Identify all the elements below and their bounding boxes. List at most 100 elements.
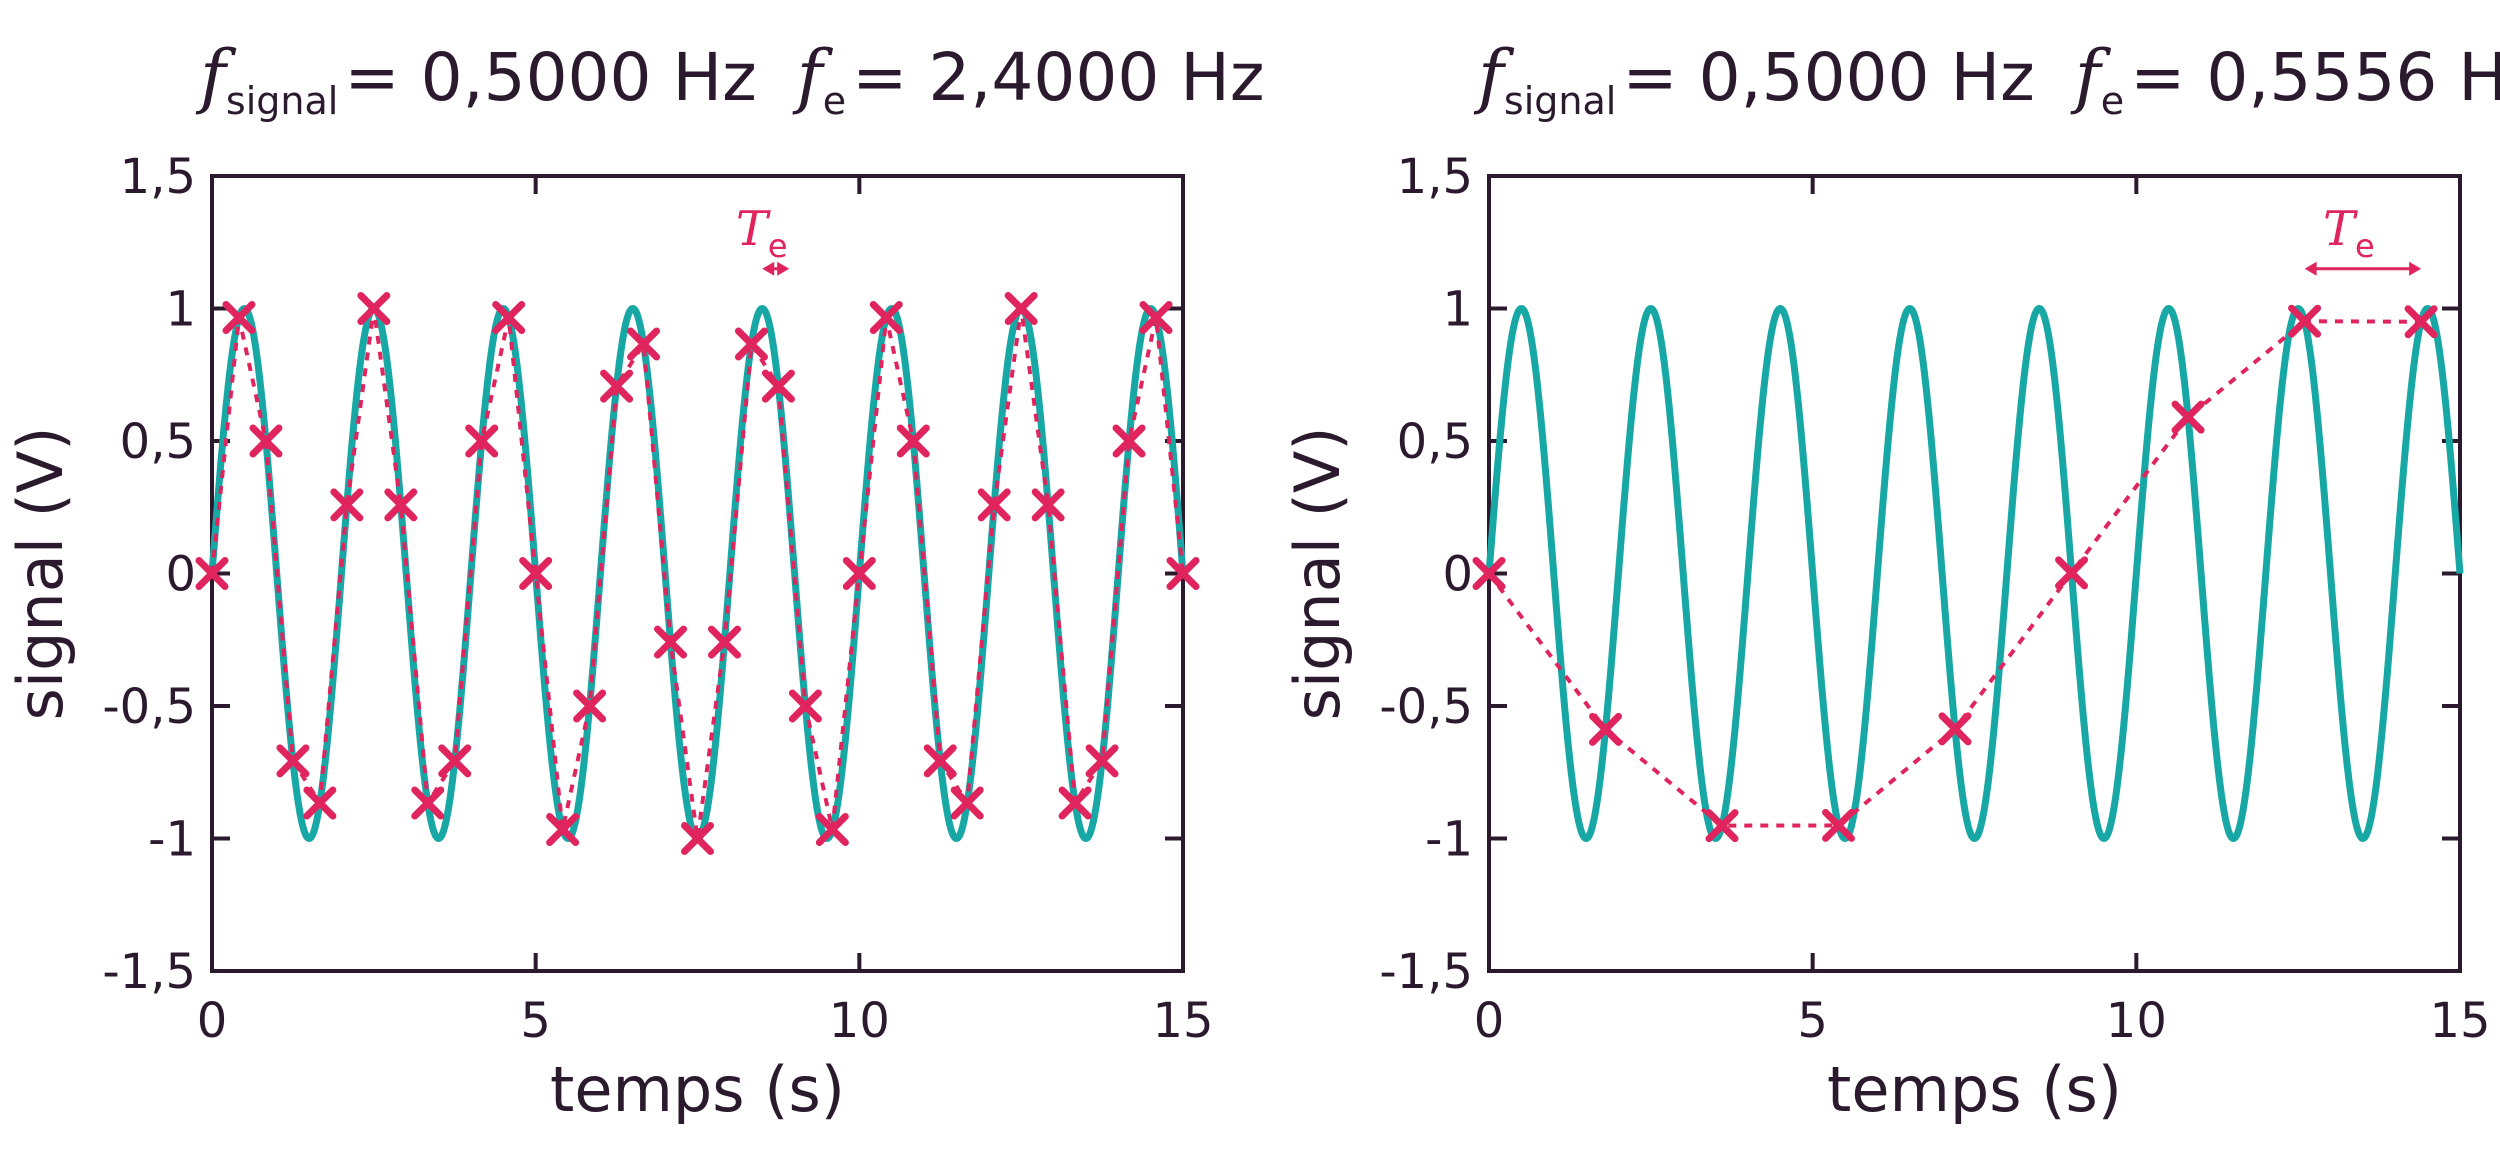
- sample-point: [788, 689, 822, 723]
- y-axis-label: signal (V): [4, 427, 77, 721]
- title-e-value: = 2,4000 Hz: [852, 39, 1264, 116]
- y-axis-label: signal (V): [1281, 427, 1354, 721]
- sample-point: [1166, 557, 1200, 590]
- sample-point: [1472, 557, 1506, 590]
- y-tick-label: -1,5: [1379, 944, 1473, 1000]
- continuous-signal-line: [1485, 305, 2464, 842]
- sample-point: [1139, 301, 1173, 335]
- sample-point: [438, 744, 472, 778]
- sample-point: [1004, 292, 1038, 325]
- sample-point: [492, 301, 526, 335]
- x-tick-label: 15: [1152, 993, 1213, 1049]
- sample-point: [303, 786, 337, 820]
- sample-point: [842, 557, 876, 590]
- y-tick-label: -1,5: [102, 944, 196, 1000]
- te-label-subscript: e: [2355, 227, 2375, 265]
- title-signal-value: = 0,5000 Hz: [344, 39, 756, 116]
- sample-point: [1031, 488, 1065, 522]
- sample-point: [815, 812, 849, 846]
- title-e-subscript: e: [2101, 79, 2124, 123]
- title-e-subscript: e: [823, 79, 846, 123]
- sample-point: [546, 812, 580, 846]
- te-arrow-left-icon: [2304, 261, 2317, 276]
- x-axis-label: temps (s): [550, 1053, 845, 1126]
- sample-point: [573, 689, 607, 723]
- sample-point: [1938, 712, 1972, 746]
- y-tick-label: 1,5: [1397, 149, 1473, 205]
- sample-point: [1085, 744, 1119, 778]
- sample-point: [2171, 400, 2205, 434]
- sample-point: [249, 424, 283, 458]
- te-label-symbol: T: [2323, 201, 2358, 257]
- title-signal-value: = 0,5000 Hz: [1622, 39, 2034, 116]
- title-signal-subscript: signal: [226, 79, 338, 123]
- sample-point: [195, 557, 229, 590]
- sample-point: [896, 424, 930, 458]
- x-tick-label: 10: [829, 993, 890, 1049]
- x-tick-label: 5: [1797, 993, 1828, 1049]
- sample-point: [330, 488, 364, 522]
- sample-point: [1058, 786, 1092, 820]
- plot-frame: [1487, 174, 2462, 973]
- y-tick-label: -1: [148, 812, 196, 868]
- te-annotation: Te: [2304, 201, 2422, 276]
- y-tick-label: 0: [1442, 547, 1473, 603]
- sample-point: [519, 557, 553, 590]
- chart-panel-1: fsignal= 0,5000 Hz fe= 2,4000 Hz1,510,50-…: [4, 35, 1265, 1126]
- y-tick-label: 0,5: [120, 414, 196, 470]
- title-e-value: = 0,5556 Hz: [2130, 39, 2500, 116]
- sample-point: [654, 625, 688, 659]
- sample-point: [977, 488, 1011, 522]
- y-tick-label: 0: [165, 547, 196, 603]
- sample-point: [2288, 304, 2322, 338]
- x-axis-label: temps (s): [1827, 1053, 2122, 1126]
- y-tick-label: -0,5: [1379, 679, 1473, 735]
- sample-point: [923, 744, 957, 778]
- title-signal-subscript: signal: [1504, 79, 1616, 123]
- sample-point: [1822, 808, 1856, 842]
- sample-point: [1705, 809, 1739, 843]
- sample-point: [950, 786, 984, 820]
- sample-point: [761, 369, 795, 403]
- sample-point: [2404, 305, 2438, 339]
- sample-point: [465, 424, 499, 458]
- sample-point: [1589, 712, 1623, 746]
- te-arrow-right-icon: [777, 261, 790, 276]
- sample-point: [627, 327, 661, 361]
- y-tick-label: -0,5: [102, 679, 196, 735]
- sample-point: [411, 786, 445, 820]
- y-tick-label: -1: [1425, 812, 1473, 868]
- te-label: Te: [2323, 201, 2375, 265]
- sample-point: [2055, 556, 2089, 590]
- te-arrow-right-icon: [2409, 261, 2422, 276]
- te-label-symbol: T: [736, 201, 771, 257]
- y-tick-label: 1,5: [120, 149, 196, 205]
- te-label-subscript: e: [768, 227, 788, 265]
- y-tick-label: 1: [1442, 282, 1473, 338]
- y-tick-label: 0,5: [1397, 414, 1473, 470]
- sample-point: [734, 327, 768, 361]
- sample-point: [1112, 424, 1146, 458]
- te-label: Te: [736, 201, 788, 265]
- sample-point: [681, 822, 714, 855]
- continuous-signal-line: [208, 305, 1187, 842]
- sample-point: [600, 369, 634, 403]
- x-tick-label: 0: [197, 993, 228, 1049]
- chart-title: fsignal= 0,5000 Hz fe= 2,4000 Hz: [195, 35, 1265, 123]
- sample-point: [357, 292, 391, 325]
- te-annotation: Te: [736, 201, 790, 276]
- sample-point: [222, 301, 256, 335]
- sample-point: [384, 488, 418, 522]
- x-tick-label: 0: [1474, 993, 1505, 1049]
- sample-point: [869, 301, 903, 335]
- x-tick-label: 10: [2106, 993, 2167, 1049]
- x-tick-label: 5: [520, 993, 551, 1049]
- x-tick-label: 15: [2429, 993, 2490, 1049]
- te-arrow-left-icon: [762, 261, 775, 276]
- y-tick-label: 1: [165, 282, 196, 338]
- sample-point: [276, 744, 310, 778]
